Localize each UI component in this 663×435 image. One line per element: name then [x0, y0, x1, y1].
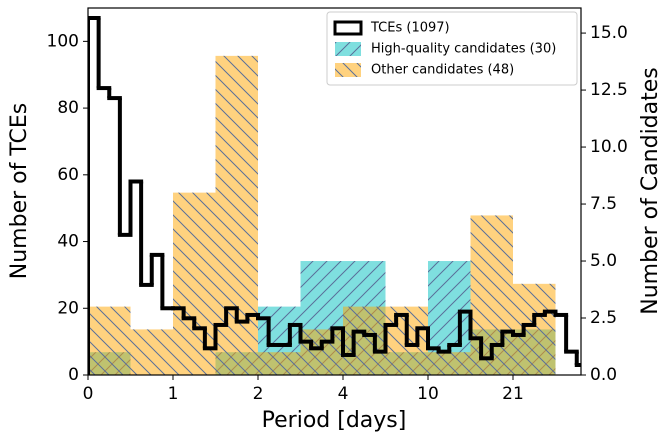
x-axis-label: Period [days] — [262, 408, 407, 433]
x-tick-label: 4 — [338, 384, 349, 404]
y2-axis-label: Number of Candidates — [638, 67, 663, 315]
y2-tick-label: 10.0 — [590, 137, 628, 157]
x-tick-label: 10 — [417, 384, 439, 404]
legend-hatch — [335, 63, 361, 77]
legend-label: High-quality candidates (30) — [371, 42, 556, 57]
y2-tick-label: 0.0 — [590, 365, 617, 385]
bar-hatch — [428, 352, 471, 375]
y-tick-label: 60 — [57, 165, 79, 185]
legend: TCEs (1097) High-quality candidates (30) O… — [326, 11, 578, 86]
bar-hatch — [215, 55, 258, 375]
bar-hatch — [88, 306, 131, 375]
x-tick-label: 2 — [253, 384, 264, 404]
x-tick-label: 21 — [502, 384, 524, 404]
x-tick-label: 1 — [168, 384, 179, 404]
bar-hatch — [343, 306, 386, 375]
y2-tick-label: 7.5 — [590, 194, 617, 214]
legend-label: TCEs (1097) — [370, 21, 450, 36]
y2-tick-label: 15.0 — [590, 23, 628, 43]
legend-swatch — [333, 20, 363, 36]
y2-tick-label: 12.5 — [590, 80, 628, 100]
bar-hatch — [300, 329, 343, 375]
y-tick-label: 0 — [68, 365, 79, 385]
legend-label: Other candidates (48) — [371, 63, 514, 78]
y2-tick-label: 2.5 — [590, 308, 617, 328]
bar-hatch — [130, 329, 173, 375]
bar-hatch — [258, 352, 301, 375]
y-tick-label: 40 — [57, 232, 79, 252]
y-tick-label: 20 — [57, 298, 79, 318]
y-axis-label: Number of TCEs — [7, 103, 32, 279]
plot-area — [88, 16, 581, 375]
x-tick-label: 0 — [83, 384, 94, 404]
legend-box — [326, 11, 578, 86]
plot-frame — [87, 7, 582, 376]
y-tick-label: 100 — [47, 31, 79, 51]
legend-hatch — [335, 42, 361, 56]
y2-tick-label: 5.0 — [590, 251, 617, 271]
bar-hatch — [513, 283, 556, 375]
bar-hatch — [173, 192, 216, 375]
y-tick-label: 80 — [57, 98, 79, 118]
